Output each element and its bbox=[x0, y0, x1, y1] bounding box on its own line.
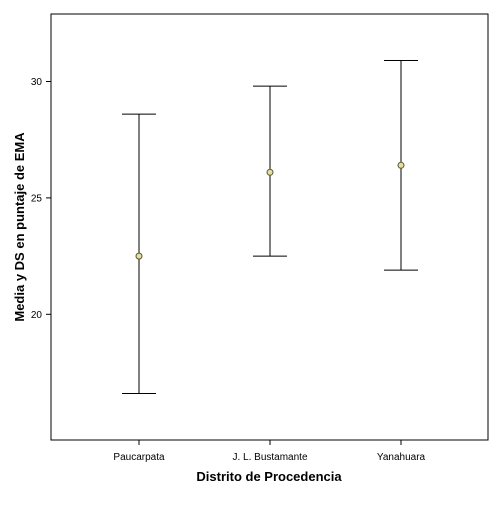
mean-point bbox=[397, 161, 405, 169]
x-tick-label: J. L. Bustamante bbox=[232, 452, 307, 463]
mean-point bbox=[135, 252, 143, 260]
y-axis: 20 25 30 bbox=[31, 77, 51, 321]
y-axis-title: Media y DS en puntaje de EMA bbox=[12, 132, 27, 322]
x-axis: Paucarpata J. L. Bustamante Yanahuara bbox=[113, 440, 426, 463]
error-bars bbox=[122, 60, 418, 394]
x-tick-label: Paucarpata bbox=[113, 452, 165, 463]
x-tick-label: Yanahuara bbox=[377, 452, 426, 463]
y-tick-label: 25 bbox=[31, 193, 43, 204]
x-axis-title: Distrito de Procedencia bbox=[196, 469, 342, 484]
y-tick-label: 30 bbox=[31, 77, 43, 88]
y-tick-label: 20 bbox=[31, 310, 43, 321]
mean-point bbox=[266, 168, 274, 176]
